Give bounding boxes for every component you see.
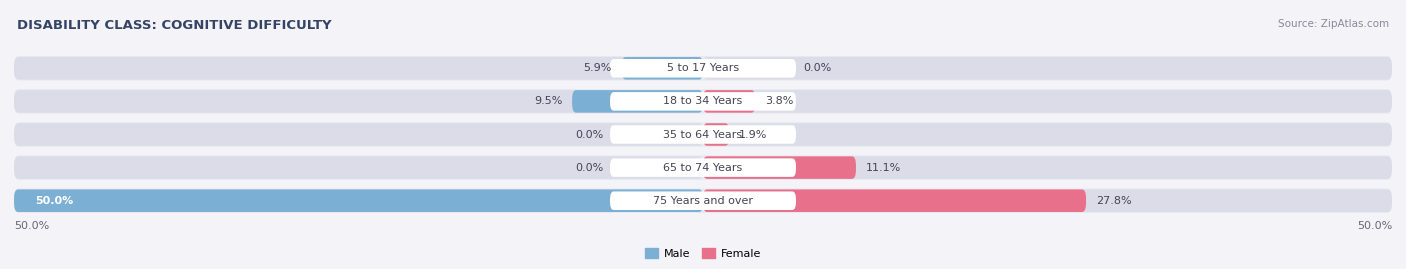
- Text: Source: ZipAtlas.com: Source: ZipAtlas.com: [1278, 19, 1389, 29]
- FancyBboxPatch shape: [14, 155, 1392, 180]
- FancyBboxPatch shape: [621, 57, 703, 80]
- FancyBboxPatch shape: [572, 90, 703, 113]
- FancyBboxPatch shape: [14, 56, 1392, 80]
- FancyBboxPatch shape: [14, 189, 703, 212]
- FancyBboxPatch shape: [610, 125, 796, 144]
- FancyBboxPatch shape: [703, 90, 755, 113]
- FancyBboxPatch shape: [703, 123, 1392, 146]
- FancyBboxPatch shape: [14, 57, 703, 80]
- Text: 11.1%: 11.1%: [866, 162, 901, 173]
- Text: 50.0%: 50.0%: [14, 221, 49, 231]
- Text: 65 to 74 Years: 65 to 74 Years: [664, 162, 742, 173]
- FancyBboxPatch shape: [610, 92, 796, 111]
- Text: 3.8%: 3.8%: [765, 96, 793, 107]
- Text: 5.9%: 5.9%: [583, 63, 612, 73]
- FancyBboxPatch shape: [610, 192, 796, 210]
- FancyBboxPatch shape: [703, 156, 856, 179]
- FancyBboxPatch shape: [14, 89, 1392, 114]
- FancyBboxPatch shape: [703, 189, 1085, 212]
- Text: 5 to 17 Years: 5 to 17 Years: [666, 63, 740, 73]
- FancyBboxPatch shape: [703, 156, 1392, 179]
- Text: 27.8%: 27.8%: [1095, 196, 1132, 206]
- FancyBboxPatch shape: [703, 57, 1392, 80]
- FancyBboxPatch shape: [703, 123, 730, 146]
- Text: 50.0%: 50.0%: [35, 196, 73, 206]
- Text: 50.0%: 50.0%: [1357, 221, 1392, 231]
- FancyBboxPatch shape: [703, 90, 1392, 113]
- Text: 1.9%: 1.9%: [738, 129, 768, 140]
- FancyBboxPatch shape: [14, 123, 703, 146]
- Legend: Male, Female: Male, Female: [641, 243, 765, 263]
- Text: 9.5%: 9.5%: [534, 96, 562, 107]
- FancyBboxPatch shape: [14, 189, 1392, 213]
- FancyBboxPatch shape: [610, 59, 796, 77]
- FancyBboxPatch shape: [703, 189, 1392, 212]
- Text: 18 to 34 Years: 18 to 34 Years: [664, 96, 742, 107]
- FancyBboxPatch shape: [14, 189, 703, 212]
- FancyBboxPatch shape: [610, 158, 796, 177]
- FancyBboxPatch shape: [14, 90, 703, 113]
- FancyBboxPatch shape: [14, 122, 1392, 147]
- Text: DISABILITY CLASS: COGNITIVE DIFFICULTY: DISABILITY CLASS: COGNITIVE DIFFICULTY: [17, 19, 332, 32]
- Text: 0.0%: 0.0%: [803, 63, 831, 73]
- FancyBboxPatch shape: [14, 156, 703, 179]
- Text: 75 Years and over: 75 Years and over: [652, 196, 754, 206]
- Text: 0.0%: 0.0%: [575, 162, 603, 173]
- Text: 0.0%: 0.0%: [575, 129, 603, 140]
- Text: 35 to 64 Years: 35 to 64 Years: [664, 129, 742, 140]
